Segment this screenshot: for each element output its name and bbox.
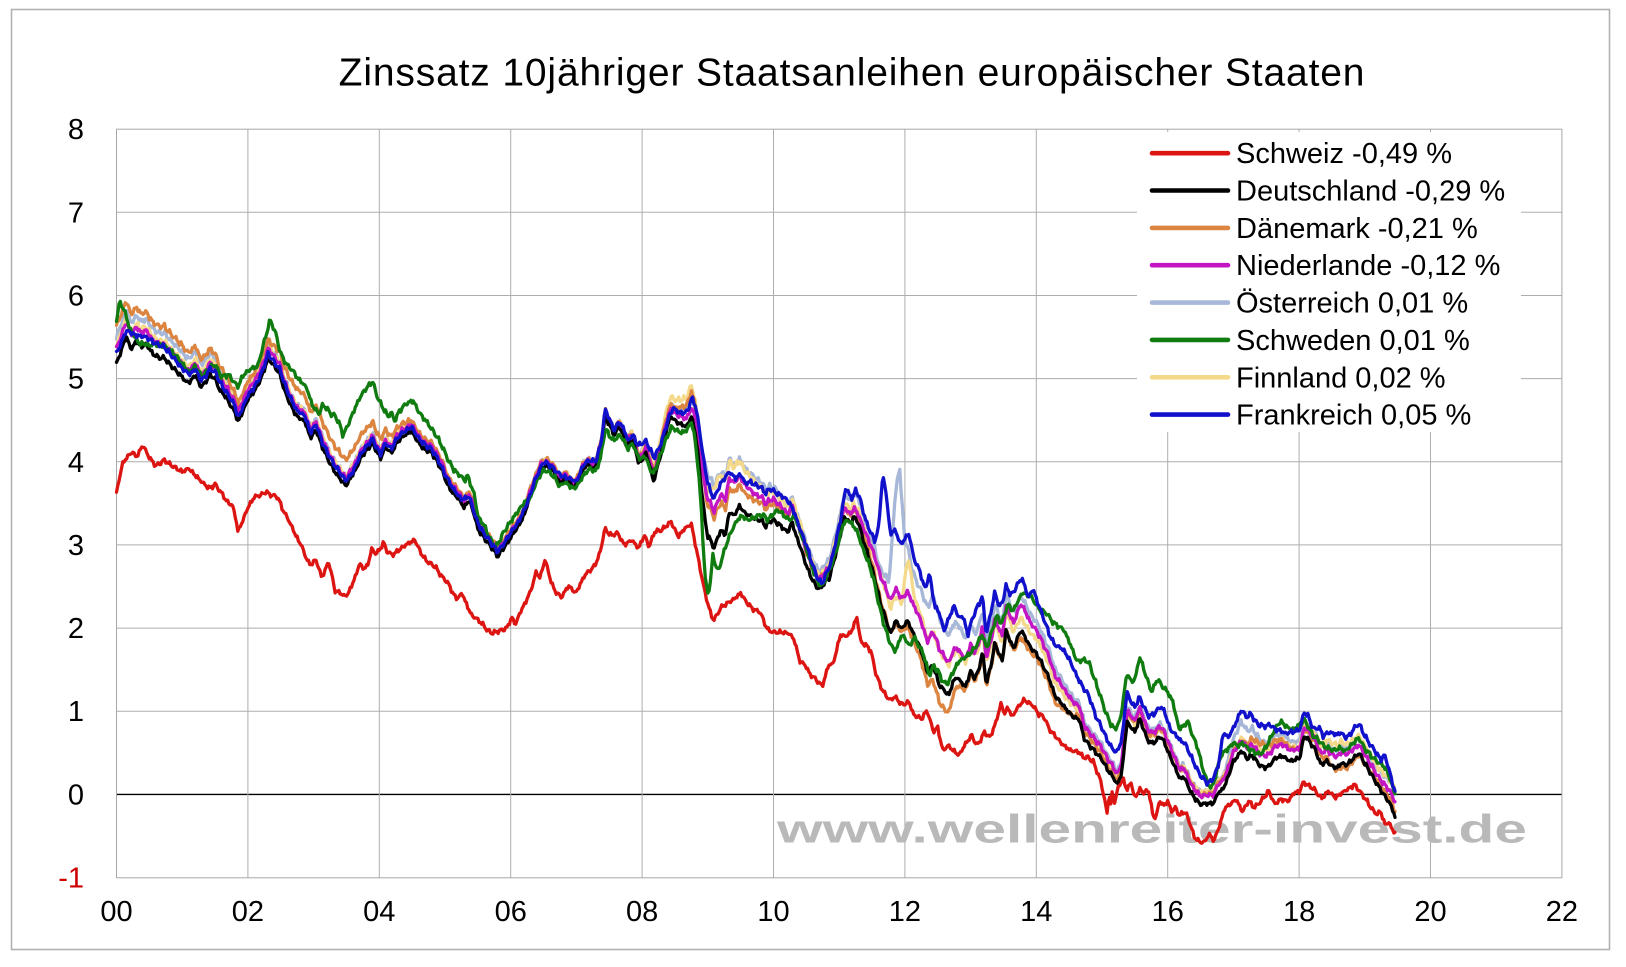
svg-text:4: 4 (68, 447, 84, 479)
svg-text:12: 12 (889, 896, 921, 928)
svg-text:Niederlande -0,12 %: Niederlande -0,12 % (1236, 250, 1500, 282)
svg-text:00: 00 (100, 896, 132, 928)
svg-text:1: 1 (68, 696, 84, 728)
svg-text:Frankreich 0,05 %: Frankreich 0,05 % (1236, 400, 1471, 432)
svg-text:04: 04 (363, 896, 395, 928)
svg-text:20: 20 (1414, 896, 1446, 928)
svg-text:Zinssatz 10jähriger Staatsanle: Zinssatz 10jähriger Staatsanleihen europ… (339, 52, 1366, 95)
svg-text:10: 10 (757, 896, 789, 928)
svg-text:3: 3 (68, 530, 84, 562)
svg-text:14: 14 (1020, 896, 1052, 928)
svg-text:0: 0 (68, 779, 84, 811)
svg-text:7: 7 (68, 197, 84, 229)
svg-text:06: 06 (495, 896, 527, 928)
svg-text:6: 6 (68, 281, 84, 313)
svg-text:Schweiz -0,49 %: Schweiz -0,49 % (1236, 138, 1452, 170)
svg-text:08: 08 (626, 896, 658, 928)
svg-text:-1: -1 (58, 863, 84, 895)
svg-text:18: 18 (1283, 896, 1315, 928)
svg-text:Finnland 0,02 %: Finnland 0,02 % (1236, 362, 1446, 394)
svg-text:Dänemark -0,21 %: Dänemark -0,21 % (1236, 213, 1478, 245)
svg-text:Schweden 0,01 %: Schweden 0,01 % (1236, 325, 1470, 357)
svg-text:16: 16 (1152, 896, 1184, 928)
svg-text:22: 22 (1546, 896, 1578, 928)
svg-text:8: 8 (68, 114, 84, 146)
svg-text:2: 2 (68, 613, 84, 645)
svg-text:02: 02 (232, 896, 264, 928)
svg-text:Österreich 0,01 %: Österreich 0,01 % (1236, 288, 1468, 320)
svg-text:Deutschland -0,29 %: Deutschland -0,29 % (1236, 176, 1505, 208)
svg-text:5: 5 (68, 364, 84, 396)
